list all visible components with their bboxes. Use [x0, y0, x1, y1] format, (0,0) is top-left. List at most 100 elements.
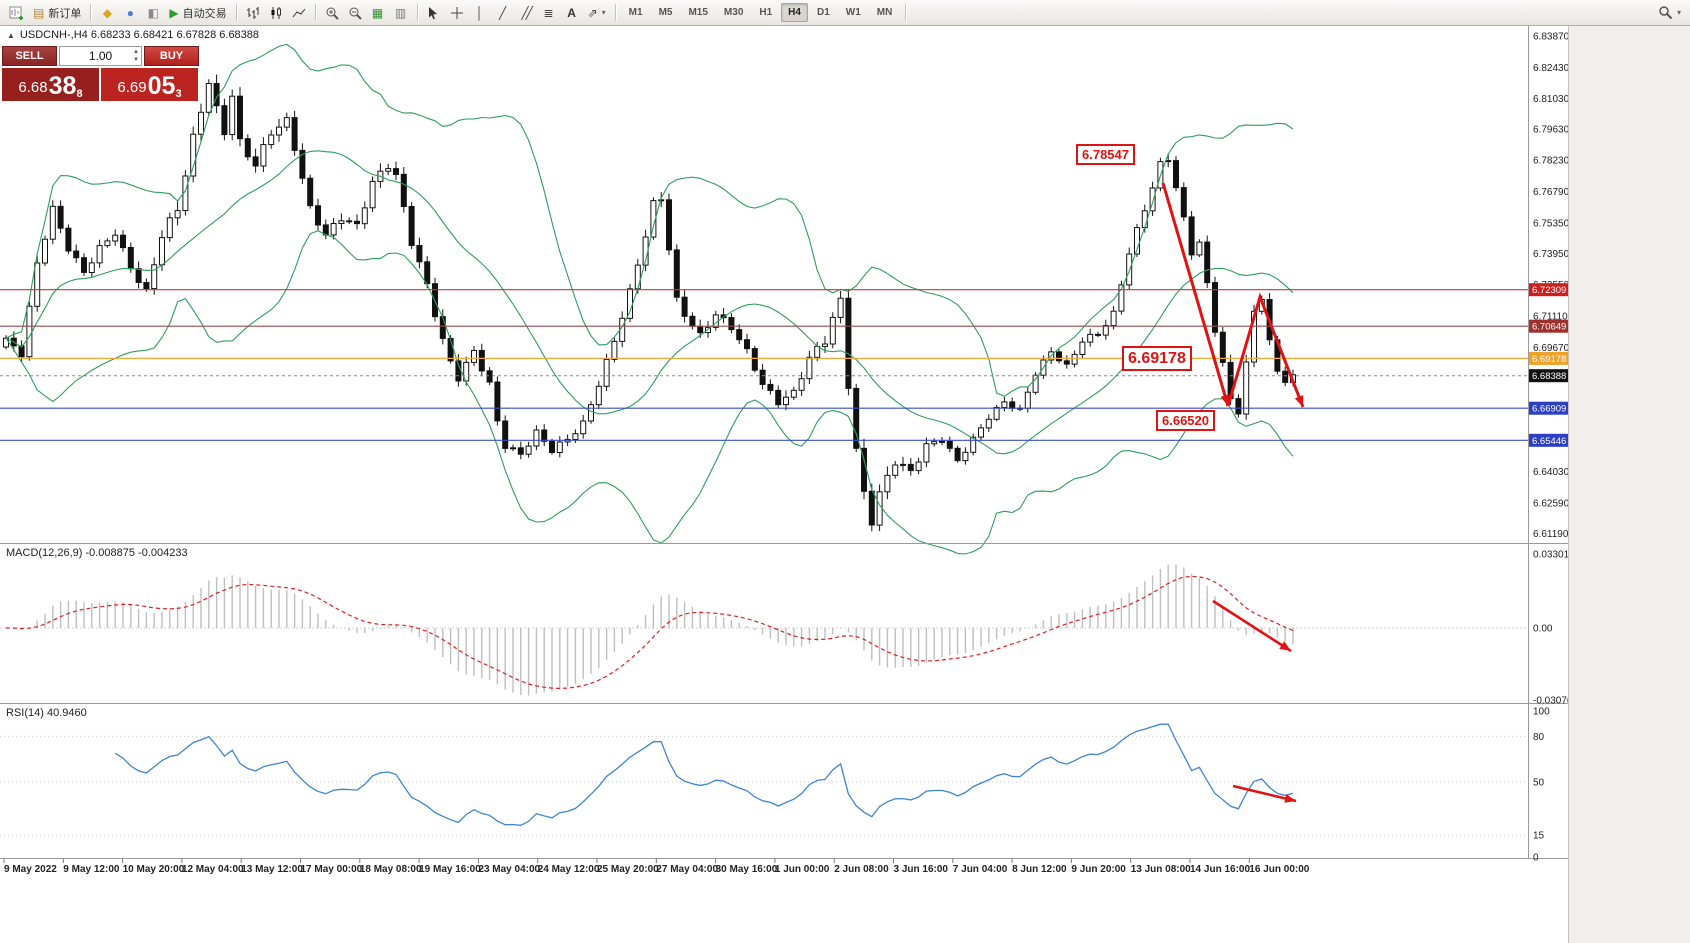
arrows-tool-button[interactable]: ⇗ ▾ — [584, 2, 610, 23]
rsi-line — [114, 723, 1294, 826]
stepper-down-icon[interactable]: ▼ — [133, 57, 139, 63]
templates-icon: ▥ — [394, 5, 407, 20]
volume-stepper[interactable]: ▲ ▼ — [133, 48, 139, 64]
svg-text:6.61190: 6.61190 — [1533, 529, 1568, 540]
time-label: 2 Jun 08:00 — [834, 864, 889, 875]
templates-button[interactable]: ▥ — [390, 2, 412, 23]
svg-text:6.73950: 6.73950 — [1533, 249, 1568, 260]
zoom-in-button[interactable] — [321, 2, 343, 23]
text-tool-button[interactable]: A — [561, 2, 583, 23]
rsi-label: RSI(14) 40.9460 — [6, 707, 87, 719]
chart-window: 6.83870 6.82430 6.81030 6.79630 6.78230 6.767… — [0, 26, 1568, 943]
buy-button[interactable]: BUY — [144, 46, 199, 66]
trend-arrows[interactable] — [1161, 182, 1305, 803]
vertical-line-button[interactable]: │ — [469, 2, 491, 23]
cursor-icon — [429, 6, 438, 19]
toolbar: ▤ 新订单 ◆ ● ◧ ▶ 自动交易 ▦ ▥ — [0, 0, 1690, 26]
svg-text:6.78230: 6.78230 — [1533, 155, 1568, 166]
horizontal-lines[interactable] — [0, 289, 1528, 441]
options-icon: ● — [126, 5, 134, 20]
arrows-tool-icon: ⇗ — [587, 5, 598, 20]
time-label: 10 May 20:00 — [122, 864, 185, 875]
timeframe-M1[interactable]: M1 — [628, 7, 643, 18]
chart-corner-icon: ▲ — [7, 30, 15, 40]
data-window-icon: ◧ — [147, 5, 160, 20]
search-button[interactable]: ▾ — [1654, 2, 1685, 23]
svg-text:6.81030: 6.81030 — [1533, 94, 1568, 105]
candlesticks — [3, 74, 1296, 532]
timeframe-D1[interactable]: D1 — [816, 7, 830, 18]
svg-text:6.62590: 6.62590 — [1533, 498, 1568, 509]
line-chart-icon — [292, 8, 305, 17]
new-order-label: 新订单 — [48, 7, 82, 20]
options-button[interactable]: ● — [119, 2, 141, 23]
timeframe-MN[interactable]: MN — [876, 7, 893, 18]
bar-chart-icon — [246, 6, 259, 19]
annotation-low-price[interactable]: 6.66520 — [1156, 410, 1215, 431]
data-window-button[interactable]: ◧ — [142, 2, 164, 23]
stepper-up-icon[interactable]: ▲ — [133, 49, 139, 55]
sell-price-pips: 38 — [48, 72, 77, 100]
fibonacci-button[interactable]: ≣ — [538, 2, 560, 23]
time-label: 3 Jun 16:00 — [893, 864, 948, 875]
price-axis: 6.83870 6.82430 6.81030 6.79630 6.78230 6.767… — [1533, 32, 1568, 864]
timeframe-H4[interactable]: H4 — [781, 3, 808, 22]
bar-chart-button[interactable] — [242, 2, 264, 23]
symbol-info: ▲ USDCNH-,H4 6.68233 6.68421 6.67828 6.6… — [7, 29, 259, 41]
time-label: 27 May 04:00 — [656, 864, 719, 875]
chevron-down-icon: ▾ — [1676, 7, 1681, 17]
svg-text:0.00: 0.00 — [1533, 624, 1553, 635]
buy-label: BUY — [159, 50, 184, 62]
indicators-button[interactable]: ▦ — [367, 2, 389, 23]
time-label: 9 Jun 20:00 — [1071, 864, 1126, 875]
toolbar-separator — [416, 4, 418, 21]
time-label: 12 May 04:00 — [181, 864, 244, 875]
timeframe-group: M1 M5 M15 M30 H1 H4 D1 W1 MN — [621, 3, 901, 22]
new-order-button[interactable]: ▤ 新订单 — [29, 2, 85, 23]
svg-text:6.66909: 6.66909 — [1532, 404, 1566, 415]
line-chart-button[interactable] — [288, 2, 310, 23]
crosshair-button[interactable] — [446, 2, 468, 23]
toolbar-separator — [314, 4, 316, 21]
new-chart-button[interactable] — [5, 2, 28, 23]
time-label: 24 May 12:00 — [537, 864, 600, 875]
timeframe-M5[interactable]: M5 — [658, 7, 673, 18]
candlestick-chart-button[interactable] — [265, 2, 287, 23]
annotation-peak-price[interactable]: 6.78547 — [1076, 144, 1135, 165]
macd-signal-line — [5, 575, 1294, 690]
svg-text:100: 100 — [1533, 707, 1550, 718]
chevron-down-icon: ▾ — [601, 7, 606, 17]
annotation-mid-price[interactable]: 6.69178 — [1122, 346, 1192, 371]
timeframe-M15[interactable]: M15 — [688, 7, 708, 18]
time-label: 9 May 12:00 — [63, 864, 120, 875]
timeframe-M30[interactable]: M30 — [723, 7, 744, 18]
svg-text:6.64030: 6.64030 — [1533, 467, 1568, 478]
buy-price-sup: 3 — [175, 88, 182, 100]
sell-button[interactable]: SELL — [2, 46, 57, 66]
cursor-button[interactable] — [423, 2, 445, 23]
crosshair-icon — [450, 6, 463, 19]
channel-button[interactable]: ╱╱ — [515, 2, 537, 23]
timeframe-H1[interactable]: H1 — [759, 7, 773, 18]
timeframe-W1[interactable]: W1 — [845, 7, 861, 18]
volume-input[interactable]: 1.00 ▲ ▼ — [59, 46, 142, 66]
svg-text:6.82430: 6.82430 — [1533, 63, 1568, 74]
autotrading-button[interactable]: ▶ 自动交易 — [165, 2, 230, 23]
window-right-gap — [1568, 26, 1690, 943]
time-label: 23 May 04:00 — [478, 864, 541, 875]
time-label: 14 Jun 16:00 — [1190, 864, 1251, 875]
vertical-line-icon: │ — [475, 5, 484, 20]
sell-price-button[interactable]: 6.68 38 8 — [2, 68, 99, 101]
sell-label: SELL — [15, 50, 44, 62]
chart-canvas[interactable]: 6.83870 6.82430 6.81030 6.79630 6.78230 6.767… — [0, 26, 1568, 943]
candlestick-chart-icon — [271, 6, 281, 19]
time-label: 18 May 08:00 — [359, 864, 422, 875]
buy-price-button[interactable]: 6.69 05 3 — [101, 68, 198, 101]
trendline-button[interactable]: ╱ — [492, 2, 514, 23]
zoom-out-button[interactable] — [344, 2, 366, 23]
indicators-icon: ▦ — [371, 5, 384, 20]
svg-text:6.76790: 6.76790 — [1533, 187, 1568, 198]
metaeditor-button[interactable]: ◆ — [96, 2, 118, 23]
new-chart-icon — [9, 6, 23, 20]
time-label: 13 May 12:00 — [241, 864, 303, 875]
